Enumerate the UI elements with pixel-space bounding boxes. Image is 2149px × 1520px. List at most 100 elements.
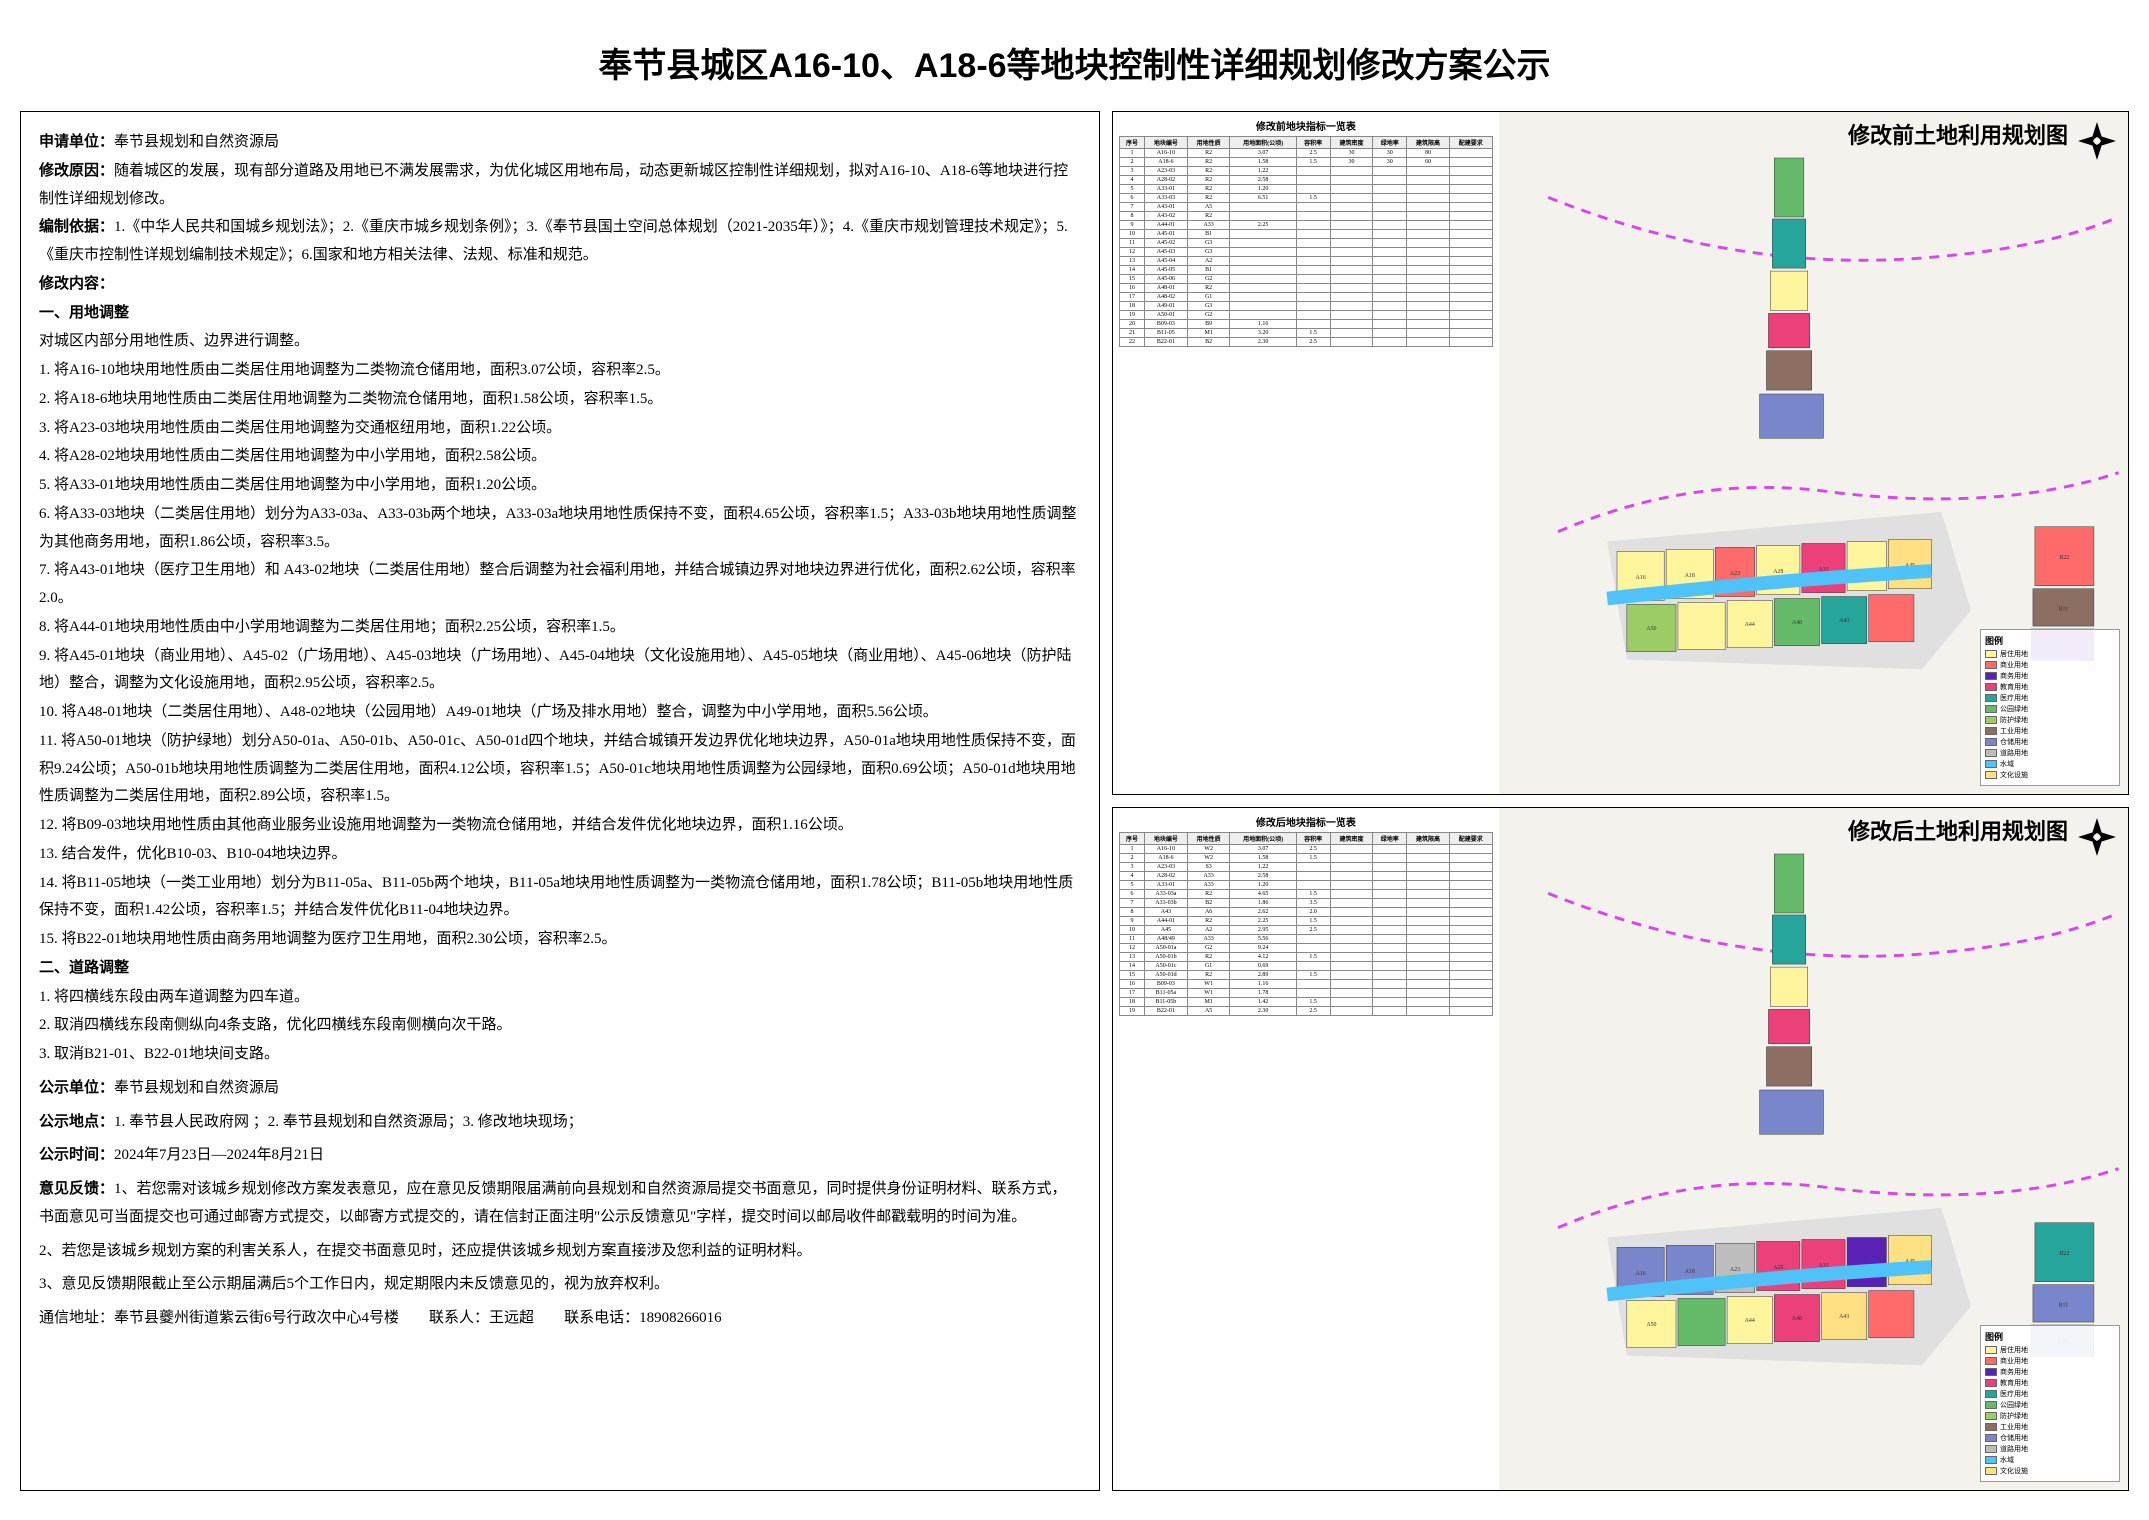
svg-text:A48: A48: [1792, 1316, 1802, 1322]
landuse-item: 4. 将A28-02地块用地性质由二类居住用地调整为中小学用地，面积2.58公顷…: [39, 443, 1081, 471]
table-after-zone: 修改后地块指标一览表 序号地块编号用地性质用地面积(公顷)容积率建筑密度绿地率建…: [1113, 808, 1499, 1490]
landuse-item: 13. 结合发件，优化B10-03、B10-04地块边界。: [39, 841, 1081, 869]
landuse-item: 15. 将B22-01地块用地性质由商务用地调整为医疗卫生用地，面积2.30公顷…: [39, 926, 1081, 954]
table-row: 13A50-01bR24.121.5: [1120, 953, 1493, 962]
table-row: 19B22-01A52.302.5: [1120, 1007, 1493, 1016]
addr-label: 通信地址：: [39, 1310, 114, 1326]
legend-item: 防护绿地: [1985, 715, 2115, 725]
table-row: 4A28-02R22.58: [1120, 176, 1493, 185]
svg-text:A44: A44: [1744, 1318, 1754, 1324]
landuse-item: 7. 将A43-01地块（医疗卫生用地）和 A43-02地块（二类居住用地）整合…: [39, 557, 1081, 613]
svg-text:A44: A44: [1744, 622, 1754, 628]
landuse-item: 5. 将A33-01地块用地性质由二类居住用地调整为中小学用地，面积1.20公顷…: [39, 472, 1081, 500]
table-row: 18B11-05bM11.421.5: [1120, 998, 1493, 1007]
map-before-zone: 修改前土地利用规划图: [1499, 112, 2128, 794]
svg-text:A16: A16: [1635, 1271, 1645, 1277]
svg-text:A43: A43: [1839, 1314, 1849, 1320]
compass-icon: [2076, 120, 2118, 162]
legend-item: 商业用地: [1985, 1356, 2115, 1366]
legend-item: 公园绿地: [1985, 1400, 2115, 1410]
svg-text:B11: B11: [2058, 606, 2068, 612]
table-row: 7A33-03bB21.863.5: [1120, 899, 1493, 908]
legend-item: 居住用地: [1985, 649, 2115, 659]
table-row: 16B09-03W11.16: [1120, 980, 1493, 989]
landuse-item: 12. 将B09-03地块用地性质由其他商业服务业设施用地调整为一类物流仓储用地…: [39, 812, 1081, 840]
table-row: 18A49-01G3: [1120, 302, 1493, 311]
contact-label: 联系人：: [429, 1310, 489, 1326]
pub-place-value: 1. 奉节县人民政府网 ；2. 奉节县规划和自然资源局；3. 修改地块现场；: [114, 1114, 583, 1130]
landuse-item: 14. 将B11-05地块（一类工业用地）划分为B11-05a、B11-05b两…: [39, 870, 1081, 926]
basis-label: 编制依据：: [39, 219, 114, 235]
landuse-items: 1. 将A16-10地块用地性质由二类居住用地调整为二类物流仓储用地，面积3.0…: [39, 357, 1081, 954]
phone-value: 18908266016: [639, 1310, 722, 1326]
legend-item: 道路用地: [1985, 748, 2115, 758]
table-row: 12A50-01aG29.24: [1120, 944, 1493, 953]
feedback-label: 意见反馈：: [39, 1181, 114, 1197]
contact-value: 王远超: [489, 1310, 534, 1326]
feedback-0: 1、若您需对该城乡规划修改方案发表意见，应在意见反馈期限届满前向县规划和自然资源…: [39, 1181, 1067, 1225]
landuse-item: 11. 将A50-01地块（防护绿地）划分A50-01a、A50-01b、A50…: [39, 728, 1081, 811]
table-row: 12A45-03G3: [1120, 248, 1493, 257]
legend-title: 图例: [1985, 634, 2115, 647]
svg-text:B11: B11: [2058, 1302, 2068, 1308]
table-after-title: 修改后地块指标一览表: [1119, 814, 1493, 829]
svg-text:A48: A48: [1792, 620, 1802, 626]
table-row: 3A23-03R21.22: [1120, 167, 1493, 176]
content-row: 申请单位：奉节县规划和自然资源局 修改原因：随着城区的发展，现有部分道路及用地已…: [20, 111, 2129, 1491]
table-row: 20B09-03B91.16: [1120, 320, 1493, 329]
table-row: 8A43A62.622.0: [1120, 908, 1493, 917]
table-row: 15A45-06G2: [1120, 275, 1493, 284]
table-row: 8A43-02R2: [1120, 212, 1493, 221]
legend-item: 医疗用地: [1985, 1389, 2115, 1399]
landuse-item: 3. 将A23-03地块用地性质由二类居住用地调整为交通枢纽用地，面积1.22公…: [39, 415, 1081, 443]
landuse-item: 10. 将A48-01地块（二类居住用地）、A48-02地块（公园用地）A49-…: [39, 699, 1081, 727]
svg-text:A28: A28: [1773, 569, 1783, 575]
section-roads: 二、道路调整: [39, 955, 1081, 983]
section1-intro: 对城区内部分用地性质、边界进行调整。: [39, 328, 1081, 356]
pub-time-value: 2024年7月23日—2024年8月21日: [114, 1147, 324, 1163]
feedback-2: 3、意见反馈期限截止至公示期届满后5个工作日内，规定期限内未反馈意见的，视为放弃…: [39, 1271, 1081, 1299]
svg-text:A50: A50: [1646, 1322, 1656, 1328]
legend-item: 工业用地: [1985, 726, 2115, 736]
legend-item: 居住用地: [1985, 1345, 2115, 1355]
svg-text:A43: A43: [1839, 618, 1849, 624]
text-panel: 申请单位：奉节县规划和自然资源局 修改原因：随着城区的发展，现有部分道路及用地已…: [20, 111, 1100, 1491]
reason-value: 随着城区的发展，现有部分道路及用地已不满发展需求，为优化城区用地布局，动态更新城…: [39, 163, 1068, 207]
map-before-box: 修改前地块指标一览表 序号地块编号用地性质用地面积(公顷)容积率建筑密度绿地率建…: [1112, 111, 2129, 795]
legend-item: 道路用地: [1985, 1444, 2115, 1454]
basis-value: 1.《中华人民共和国城乡规划法》；2.《重庆市城乡规划条例》；3.《奉节县国土空…: [39, 219, 1068, 263]
pub-place-label: 公示地点：: [39, 1114, 114, 1130]
compass-icon: [2076, 816, 2118, 858]
landuse-item: 8. 将A44-01地块用地性质由中小学用地调整为二类居住用地；面积2.25公顷…: [39, 614, 1081, 642]
svg-text:A23: A23: [1730, 571, 1740, 577]
table-row: 1A16-10R23.072.5303080: [1120, 149, 1493, 158]
legend-item: 仓储用地: [1985, 1433, 2115, 1443]
table-row: 9A44-01A332.25: [1120, 221, 1493, 230]
legend-item: 公园绿地: [1985, 704, 2115, 714]
map-after-title: 修改后土地利用规划图: [1848, 814, 2068, 846]
svg-text:A18: A18: [1684, 1269, 1694, 1275]
svg-text:A18: A18: [1684, 573, 1694, 579]
legend-item: 医疗用地: [1985, 693, 2115, 703]
table-before-title: 修改前地块指标一览表: [1119, 118, 1493, 133]
table-row: 9A44-01R22.251.5: [1120, 917, 1493, 926]
table-after: 序号地块编号用地性质用地面积(公顷)容积率建筑密度绿地率建筑限高配建要求1A16…: [1119, 832, 1493, 1016]
table-row: 17B11-05aW11.78: [1120, 989, 1493, 998]
road-items: 1. 将四横线东段由两车道调整为四车道。2. 取消四横线东段南侧纵向4条支路，优…: [39, 984, 1081, 1069]
feedback-1: 2、若您是该城乡规划方案的利害关系人，在提交书面意见时，还应提供该城乡规划方案直…: [39, 1238, 1081, 1266]
legend-item: 水域: [1985, 759, 2115, 769]
reason-label: 修改原因：: [39, 163, 114, 179]
table-row: 15A50-01dR22.891.5: [1120, 971, 1493, 980]
landuse-item: 2. 将A18-6地块用地性质由二类居住用地调整为二类物流仓储用地，面积1.58…: [39, 386, 1081, 414]
road-item: 3. 取消B21-01、B22-01地块间支路。: [39, 1041, 1081, 1069]
svg-text:A23: A23: [1730, 1267, 1740, 1273]
legend-before: 图例 居住用地商业用地商务用地教育用地医疗用地公园绿地防护绿地工业用地仓储用地道…: [1980, 629, 2120, 786]
table-row: 14A50-01cG10.69: [1120, 962, 1493, 971]
page-root: 奉节县城区A16-10、A18-6等地块控制性详细规划修改方案公示 申请单位：奉…: [0, 0, 2149, 1520]
table-row: 16A48-01R2: [1120, 284, 1493, 293]
mod-label: 修改内容：: [39, 271, 1081, 299]
legend-item: 水域: [1985, 1455, 2115, 1465]
table-row: 2A18-6R21.581.5303060: [1120, 158, 1493, 167]
table-row: 4A28-02A332.58: [1120, 872, 1493, 881]
svg-text:A16: A16: [1635, 575, 1645, 581]
